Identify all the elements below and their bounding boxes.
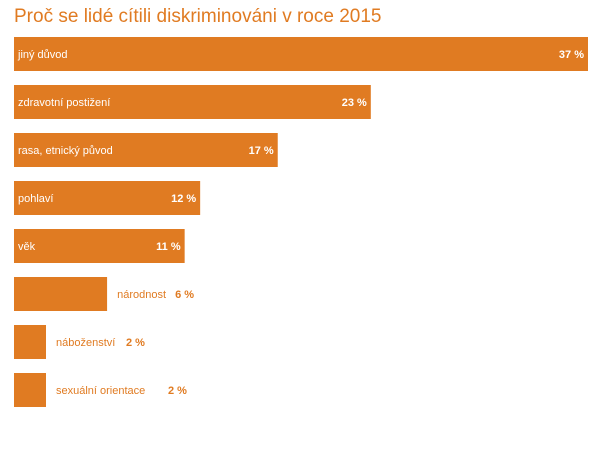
bar-label-5: národnost xyxy=(117,289,166,301)
bar-label-3: pohlaví xyxy=(18,193,53,205)
bar-3 xyxy=(14,181,201,215)
bar-value-0: 37 % xyxy=(559,49,584,61)
bar-label-4: věk xyxy=(18,241,36,253)
bar-value-7: 2 % xyxy=(168,385,187,397)
bar-value-5: 6 % xyxy=(175,289,194,301)
bar-5 xyxy=(14,277,108,311)
bar-4 xyxy=(14,229,185,263)
bar-label-7: sexuální orientace xyxy=(56,385,145,397)
bar-value-1: 23 % xyxy=(342,97,367,109)
bar-label-6: náboženství xyxy=(56,337,115,349)
bar-value-3: 12 % xyxy=(171,193,196,205)
chart-title: Proč se lidé cítili diskriminováni v roc… xyxy=(14,6,382,27)
bar-label-2: rasa, etnický původ xyxy=(18,145,113,157)
bar-6 xyxy=(14,325,46,359)
bar-2 xyxy=(14,133,278,167)
bar-label-1: zdravotní postižení xyxy=(18,97,110,109)
bar-7 xyxy=(14,373,46,407)
bar-label-0: jiný důvod xyxy=(17,49,68,61)
bar-value-2: 17 % xyxy=(249,145,274,157)
bar-value-4: 11 % xyxy=(156,241,181,253)
bar-0 xyxy=(14,37,588,71)
bar-value-6: 2 % xyxy=(126,337,145,349)
bar-1 xyxy=(14,85,371,119)
